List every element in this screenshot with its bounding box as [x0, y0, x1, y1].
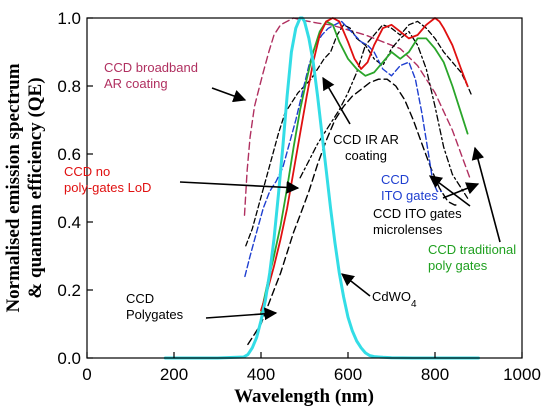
- series-line-polygates: [247, 78, 460, 346]
- annotation-label: poly-gates LoD: [64, 180, 151, 195]
- y-tick-label: 0.0: [57, 349, 81, 368]
- x-tick-label: 200: [160, 365, 188, 384]
- annotation-label: Polygates: [126, 307, 184, 322]
- y-tick-label: 0.6: [57, 145, 81, 164]
- annotation-arrow: [205, 307, 278, 321]
- x-tick-label: 600: [334, 365, 362, 384]
- y-tick-label: 0.2: [57, 281, 81, 300]
- annotation-arrow: [471, 146, 501, 243]
- annotation-arrow: [322, 76, 351, 125]
- ticks-layer: 0 200 400 600 800 1000 0.0 0.2 0.4 0.6 0.8 1.0: [57, 9, 541, 384]
- annotation-label: microlenses: [373, 222, 443, 237]
- annotation-label: poly gates: [428, 258, 488, 273]
- annotation-cdwo4: CdWO4: [340, 273, 417, 310]
- annotation-label: CdWO4: [372, 289, 417, 310]
- plot-frame: [86, 17, 523, 359]
- y-axis-title-line2: & quantum efficiency (QE): [25, 77, 46, 298]
- series-line-ir-ar: [245, 20, 473, 247]
- y-tick-label: 0.4: [57, 213, 81, 232]
- annotation-arrow: [211, 87, 247, 103]
- annotation-label: CCD ITO gates: [373, 206, 462, 221]
- annotation-arrow: [179, 181, 300, 194]
- y-tick-label: 0.8: [57, 77, 81, 96]
- annotation-label: coating: [345, 148, 387, 163]
- series-line-trad: [260, 20, 469, 315]
- x-tick-label: 800: [421, 365, 449, 384]
- annotation-label: CCD: [126, 291, 154, 306]
- x-tick-label: 0: [82, 365, 91, 384]
- y-tick-label: 1.0: [57, 9, 81, 28]
- annotation-label: CCD traditional: [428, 242, 516, 257]
- series-line-ito: [244, 20, 443, 278]
- x-tick-label: 400: [247, 365, 275, 384]
- annotation-label: AR coating: [104, 76, 168, 91]
- annotation-arrow: [340, 273, 371, 297]
- x-axis-title: Wavelength (nm): [234, 386, 374, 407]
- annotation-label: CCD: [381, 172, 409, 187]
- annotation-arrow: [428, 175, 471, 207]
- annotation-label: CCD no: [64, 164, 110, 179]
- annotation-label: ITO gates: [381, 188, 438, 203]
- annotation-arrow: [442, 182, 480, 199]
- x-tick-label: 1000: [503, 365, 541, 384]
- annotation-label: CCD broadband: [104, 60, 198, 75]
- y-axis-title-line1: Normalised emission spectrum: [3, 63, 24, 312]
- annotation-label: CCD IR AR: [333, 132, 399, 147]
